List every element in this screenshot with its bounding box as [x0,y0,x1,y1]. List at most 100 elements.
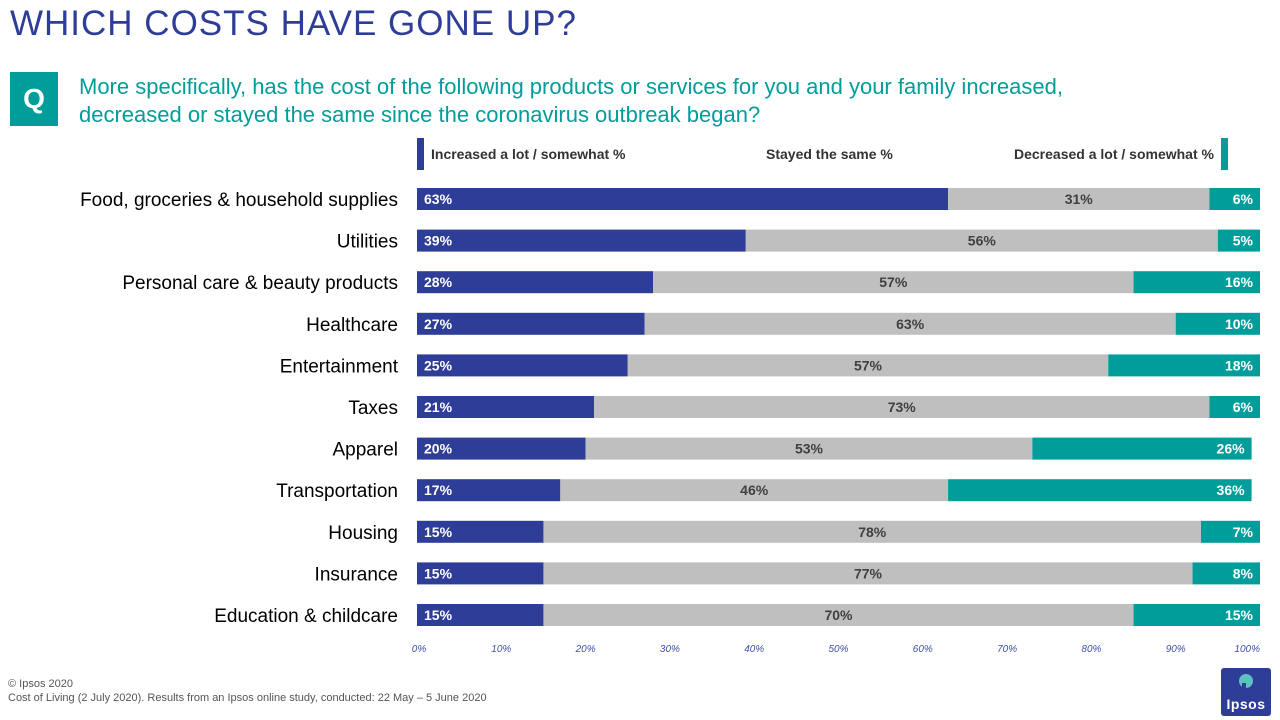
footer-copyright: © Ipsos 2020 [8,678,73,690]
footer-source: Cost of Living (2 July 2020). Results fr… [8,692,487,704]
legend-label-same: Stayed the same % [766,146,893,162]
data-label-decreased: 15% [1225,607,1254,623]
bar-segment-same [543,520,1201,543]
bar-segment-same [627,354,1109,377]
data-label-same: 57% [879,274,908,290]
ipsos-logo-text: Ipsos [1226,696,1266,712]
category-label: Apparel [333,440,399,461]
data-label-increased: 15% [424,607,453,623]
bar-segment-increased [417,562,544,585]
category-label: Education & childcare [214,606,398,627]
data-label-same: 77% [854,565,883,581]
data-label-increased: 25% [424,357,453,373]
data-label-increased: 39% [424,233,453,249]
data-label-decreased: 7% [1233,524,1254,540]
bar-segment-same [653,271,1134,294]
bar-segment-same [543,562,1193,585]
category-label: Personal care & beauty products [122,273,398,294]
bar-segment-increased [417,271,654,294]
data-label-decreased: 16% [1225,274,1254,290]
bar-segment-increased [417,229,746,252]
category-label: Taxes [348,398,398,419]
bar-segment-increased [417,354,628,377]
category-label: Housing [328,523,398,544]
question-line-2: decreased or stayed the same since the c… [79,102,761,127]
bar-segment-decreased [1108,354,1260,377]
data-label-same: 31% [1065,191,1094,207]
question-badge: Q [10,72,58,126]
legend-decreased: Decreased a lot / somewhat % [1014,138,1228,170]
bar-segment-same [948,188,1210,210]
data-label-same: 53% [795,441,824,457]
bar-segment-decreased [1192,562,1260,585]
bar-segment-increased [417,437,586,460]
bar-segment-same [594,396,1210,418]
bar-segment-increased [417,188,949,210]
data-label-same: 63% [896,316,925,332]
data-label-same: 46% [740,482,769,498]
bar-segment-decreased [1032,437,1252,460]
data-label-increased: 27% [424,316,453,332]
bar-segment-same [585,437,1033,460]
legend-same: Stayed the same % [766,138,893,170]
bar-segment-same [543,604,1134,626]
data-label-same: 73% [888,399,917,415]
data-label-increased: 15% [424,565,453,581]
x-tick-label: 90% [1166,644,1186,655]
x-tick-label: 0% [412,644,427,655]
data-label-increased: 21% [424,399,453,415]
data-label-same: 78% [858,524,887,540]
bar-segment-decreased [1209,396,1260,418]
bar-segment-increased [417,479,561,502]
question-text: More specifically, has the cost of the f… [79,73,1259,129]
data-label-same: 57% [854,357,883,373]
data-label-decreased: 6% [1233,399,1254,415]
category-label: Entertainment [280,356,399,377]
bar-segment-decreased [1175,312,1260,335]
page-title: WHICH COSTS HAVE GONE UP? [10,4,577,43]
x-tick-label: 80% [1081,644,1101,655]
question-line-1: More specifically, has the cost of the f… [79,74,1063,99]
legend-label-decreased: Decreased a lot / somewhat % [1014,146,1214,162]
data-label-increased: 15% [424,524,453,540]
bar-segment-decreased [1217,229,1260,252]
legend-swatch-increased [417,138,424,170]
data-label-decreased: 10% [1225,316,1254,332]
bar-segment-increased [417,312,645,335]
bar-segment-decreased [1200,520,1260,543]
x-tick-label: 30% [660,644,680,655]
category-label: Food, groceries & household supplies [80,190,398,211]
bar-segment-decreased [1133,604,1260,626]
x-tick-label: 50% [828,644,848,655]
x-tick-label: 40% [744,644,764,655]
x-tick-label: 10% [491,644,511,655]
category-label: Healthcare [306,315,398,336]
data-label-decreased: 8% [1233,565,1254,581]
bar-segment-same [745,229,1218,252]
legend-increased: Increased a lot / somewhat % [417,138,626,170]
bar-segment-increased [417,604,544,626]
bar-segment-increased [417,396,595,418]
data-label-decreased: 6% [1233,191,1254,207]
data-label-same: 56% [968,233,997,249]
category-label: Utilities [337,232,398,253]
data-label-increased: 28% [424,274,453,290]
bar-segment-same [560,479,949,502]
legend-swatch-decreased [1220,138,1228,170]
category-label: Insurance [315,564,398,585]
bar-segment-decreased [1133,271,1260,294]
data-label-increased: 17% [424,482,453,498]
ipsos-logo: Ipsos [1221,668,1271,716]
bar-segment-increased [417,520,544,543]
bar-segment-same [644,312,1176,335]
x-tick-label: 100% [1234,644,1260,655]
legend-label-increased: Increased a lot / somewhat % [431,146,626,162]
data-label-decreased: 26% [1217,441,1246,457]
data-label-same: 70% [824,607,853,623]
data-label-decreased: 18% [1225,357,1254,373]
bar-segment-decreased [948,479,1252,502]
x-tick-label: 60% [913,644,933,655]
data-label-increased: 20% [424,441,453,457]
data-label-decreased: 36% [1217,482,1246,498]
data-label-increased: 63% [424,191,453,207]
